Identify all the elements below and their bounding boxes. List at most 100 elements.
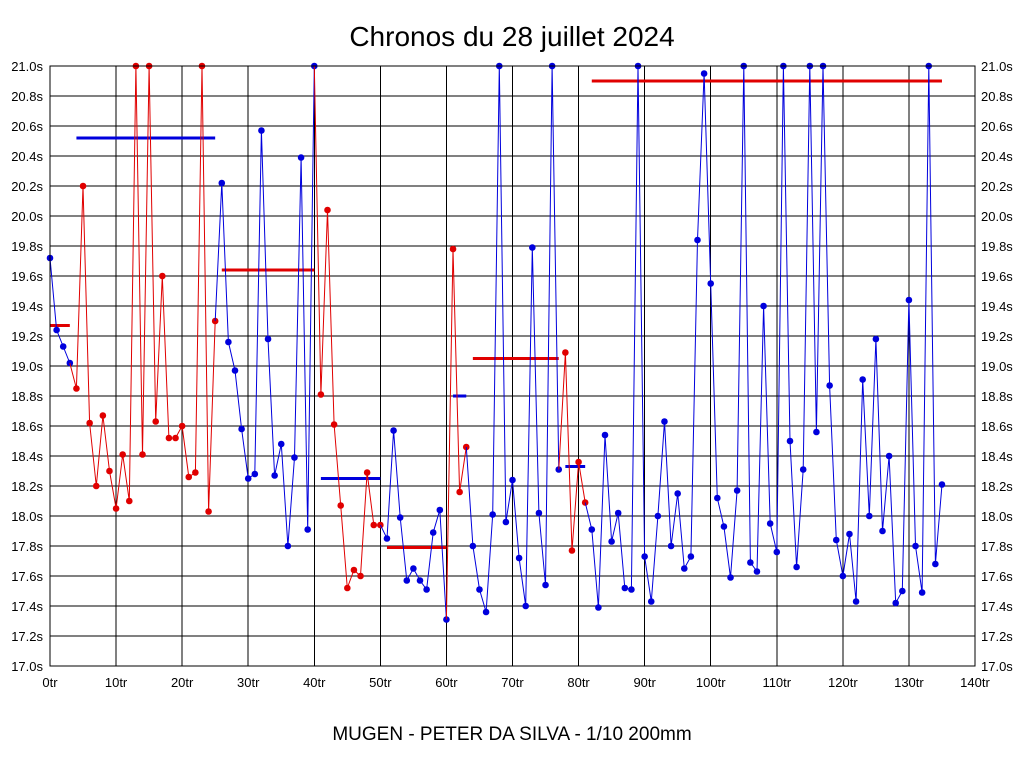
data-point [859, 376, 866, 383]
y-tick-label-left: 17.0s [11, 659, 43, 674]
data-point [185, 473, 193, 481]
series-line [379, 430, 447, 620]
y-tick-label-right: 17.8s [981, 539, 1013, 554]
data-point [396, 514, 404, 521]
data-point [165, 434, 173, 442]
x-tick-label: 90tr [633, 675, 656, 690]
y-tick-label-left: 20.2s [11, 179, 43, 194]
data-point [773, 548, 781, 556]
data-point [489, 511, 496, 518]
series-seg3 [214, 62, 318, 550]
y-tick-label-right: 20.6s [981, 119, 1013, 134]
chart-subtitle: MUGEN - PETER DA SILVA - 1/10 200mm [332, 724, 691, 745]
y-tick-label-right: 19.4s [981, 299, 1013, 314]
series-line [313, 65, 381, 589]
x-tick-label: 30tr [237, 675, 260, 690]
series-seg7 [465, 62, 563, 616]
data-point [86, 419, 93, 427]
data-point [53, 326, 60, 334]
data-point [667, 542, 675, 550]
data-point [410, 565, 417, 572]
y-tick-label-left: 17.4s [11, 599, 43, 614]
data-point [555, 466, 563, 473]
data-point [707, 280, 715, 287]
series-line [214, 65, 315, 547]
y-tick-label-right: 18.8s [981, 389, 1013, 404]
y-tick-label-left: 17.2s [11, 629, 43, 644]
data-point [271, 472, 278, 479]
data-point [826, 382, 833, 389]
data-point [297, 154, 305, 161]
data-point [601, 431, 609, 439]
y-tick-label-right: 21.0s [981, 59, 1013, 74]
data-point [839, 572, 847, 580]
data-point [324, 206, 331, 214]
data-point [172, 434, 179, 442]
data-point [390, 427, 397, 434]
y-tick-label-right: 19.0s [981, 359, 1013, 374]
x-tick-label: 20tr [171, 675, 194, 690]
data-point [575, 458, 582, 466]
data-point [139, 451, 146, 458]
y-tick-label-left: 20.6s [11, 119, 43, 134]
data-point [515, 554, 523, 562]
data-point [258, 127, 265, 134]
data-point [535, 509, 543, 517]
data-point [317, 391, 325, 398]
data-point [383, 535, 391, 542]
x-tick-label: 130tr [894, 675, 924, 690]
data-point [238, 425, 245, 433]
data-point [872, 335, 880, 343]
data-point [899, 587, 906, 595]
data-point [753, 568, 761, 575]
data-point [231, 367, 239, 374]
data-point [647, 598, 655, 605]
y-tick-label-right: 17.2s [981, 629, 1013, 644]
series-line [49, 257, 71, 364]
data-point [456, 488, 463, 496]
data-point [687, 553, 695, 560]
x-tick-label: 0tr [42, 675, 58, 690]
y-tick-label-right: 17.4s [981, 599, 1013, 614]
data-point [211, 317, 219, 325]
y-tick-label-right: 20.8s [981, 89, 1013, 104]
data-point [588, 526, 596, 533]
data-point [938, 481, 946, 488]
data-point [568, 547, 576, 554]
y-tick-label-right: 19.8s [981, 239, 1013, 254]
data-point [747, 559, 754, 566]
x-tick-label: 50tr [369, 675, 392, 690]
series-line [584, 65, 943, 608]
data-point [429, 529, 437, 536]
data-point [476, 586, 483, 593]
data-point [786, 437, 794, 445]
data-point [614, 509, 622, 517]
data-point [694, 236, 701, 244]
y-tick-label-left: 17.6s [11, 569, 43, 584]
data-point [680, 565, 688, 572]
series-seg4 [313, 65, 384, 592]
data-point [225, 338, 232, 346]
data-point [350, 566, 358, 574]
series-line [558, 352, 586, 551]
y-tick-label-left: 18.4s [11, 449, 43, 464]
data-point [377, 521, 384, 529]
data-point [608, 538, 615, 545]
data-point [79, 182, 87, 190]
y-tick-label-right: 19.6s [981, 269, 1013, 284]
x-tick-label: 80tr [567, 675, 590, 690]
data-point [562, 349, 569, 356]
data-point [178, 422, 186, 430]
data-point [469, 542, 477, 550]
data-point [581, 499, 589, 506]
y-tick-label-right: 20.0s [981, 209, 1013, 224]
data-point [885, 452, 893, 460]
series-seg5 [379, 427, 450, 623]
series-layer [46, 62, 946, 623]
data-point [330, 421, 338, 428]
y-tick-label-left: 19.8s [11, 239, 43, 254]
data-point [363, 469, 371, 476]
y-tick-label-right: 17.6s [981, 569, 1013, 584]
x-tick-label: 60tr [435, 675, 458, 690]
